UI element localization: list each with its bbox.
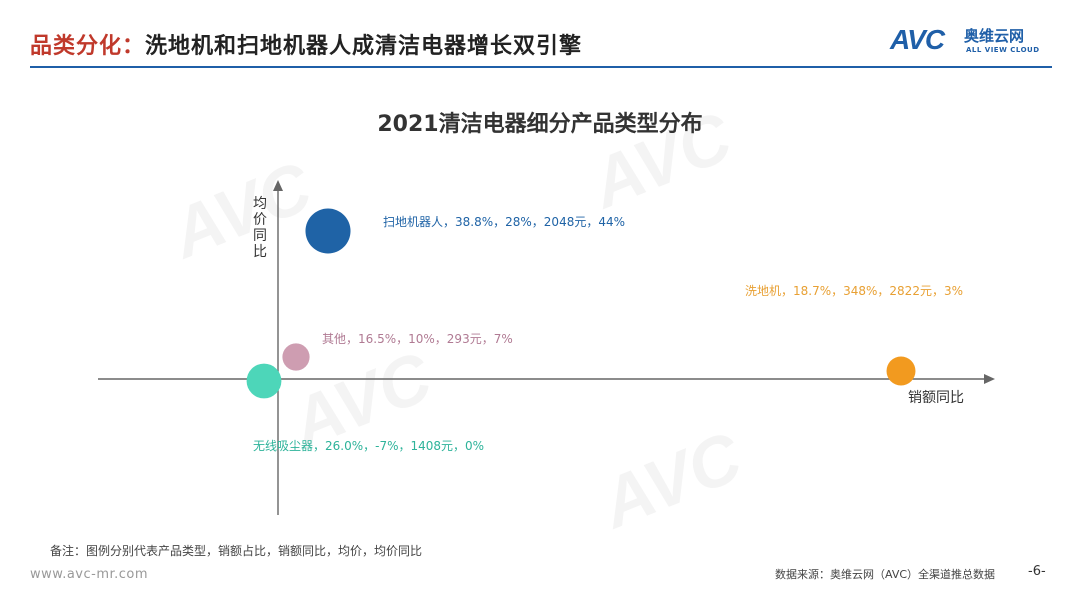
x-axis-label: 销额同比: [908, 390, 964, 406]
svg-text:同: 同: [253, 228, 267, 244]
logo-en-text: ALL VIEW CLOUD: [966, 46, 1040, 54]
header-divider: [30, 66, 1052, 68]
logo-mark: AVC: [890, 24, 945, 55]
bubble-floor-scrubber-label: 洗地机，18.7%，348%，2822元，3%: [745, 284, 963, 298]
avc-logo: AVC 奥维云网 ALL VIEW CLOUD: [890, 24, 1055, 60]
page-title: 品类分化：洗地机和扫地机器人成清洁电器增长双引擎: [30, 28, 582, 60]
website-link[interactable]: www.avc-mr.com: [30, 567, 149, 582]
y-axis-arrow: [273, 180, 283, 191]
bubble-cordless-vacuum: [246, 363, 282, 399]
bubble-others: [282, 343, 310, 371]
chart-title: 2021清洁电器细分产品类型分布: [377, 112, 703, 137]
svg-text:比: 比: [253, 244, 267, 260]
data-source: 数据来源：奥维云网（AVC）全渠道推总数据: [775, 568, 996, 581]
bubble-cordless-vacuum-label: 无线吸尘器，26.0%，-7%，1408元，0%: [253, 439, 484, 453]
y-axis-label: 均价同比: [253, 196, 267, 260]
bubble-robot-vacuum-label: 扫地机器人，38.8%，28%，2048元，44%: [383, 215, 625, 229]
logo-cn-text: 奥维云网: [964, 27, 1025, 45]
svg-text:价: 价: [253, 212, 267, 228]
bubble-robot-vacuum: [305, 208, 351, 254]
page-number: -6-: [1028, 564, 1046, 579]
x-axis-arrow: [984, 374, 995, 384]
page-title-accent: 品类分化：: [30, 34, 146, 59]
bubble-floor-scrubber: [886, 356, 916, 386]
page-title-main: 洗地机和扫地机器人成清洁电器增长双引擎: [145, 34, 583, 59]
svg-text:均: 均: [253, 196, 267, 212]
bubble-others-label: 其他，16.5%，10%，293元，7%: [322, 332, 513, 346]
footnote: 备注：图例分别代表产品类型，销额占比，销额同比，均价，均价同比: [50, 544, 423, 558]
